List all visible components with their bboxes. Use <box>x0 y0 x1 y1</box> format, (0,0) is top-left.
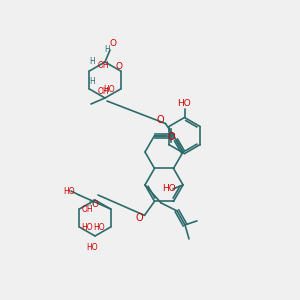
Text: OH: OH <box>98 86 109 95</box>
Text: H: H <box>89 76 95 85</box>
Text: O: O <box>115 62 122 71</box>
Text: HO: HO <box>82 223 93 232</box>
Text: HO: HO <box>63 187 75 196</box>
Text: OH: OH <box>98 61 109 70</box>
Text: HO: HO <box>86 244 98 253</box>
Text: H: H <box>89 56 95 65</box>
Text: H: H <box>88 200 94 208</box>
Text: HO: HO <box>93 223 104 232</box>
Text: HO: HO <box>162 184 176 194</box>
Text: HO: HO <box>178 99 191 108</box>
Text: OH: OH <box>82 205 93 214</box>
Text: O: O <box>157 115 164 124</box>
Text: O: O <box>136 213 143 224</box>
Text: HO: HO <box>103 85 114 94</box>
Text: H: H <box>104 46 110 55</box>
Text: O: O <box>110 40 116 49</box>
Text: O: O <box>91 200 98 209</box>
Text: O: O <box>167 132 175 142</box>
